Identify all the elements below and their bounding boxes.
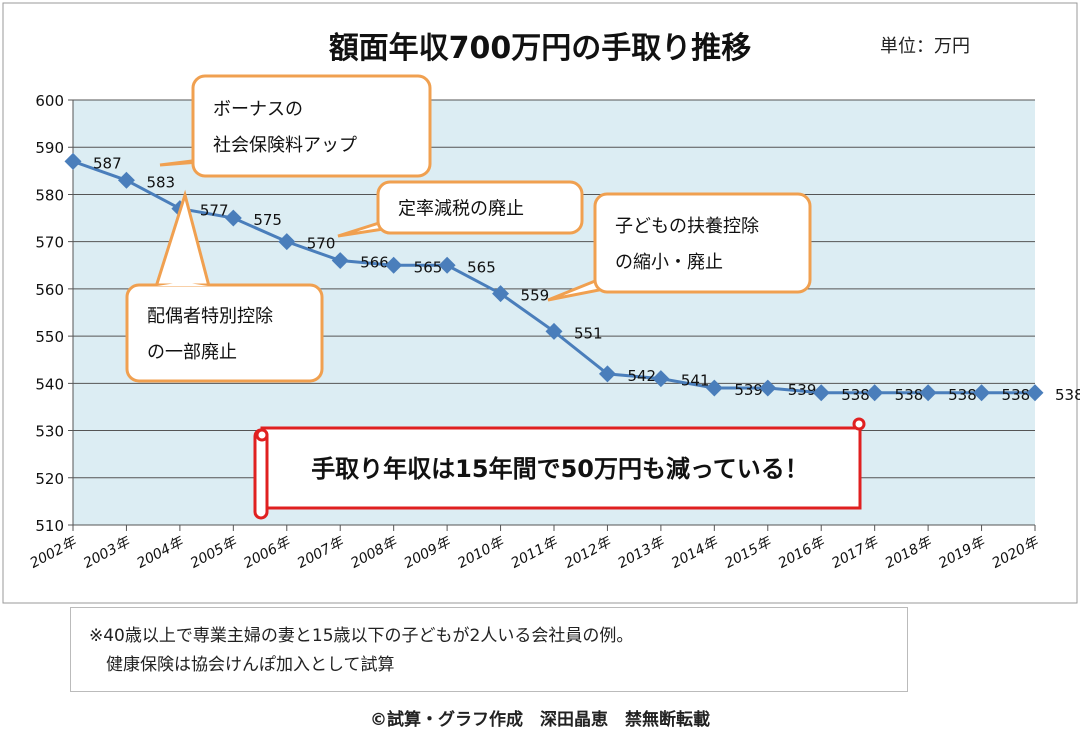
banner-scroll-left [253, 428, 269, 520]
footnote-line-2: 健康保険は協会けんぽ加入として試算 [89, 655, 395, 675]
data-label: 559 [521, 287, 550, 305]
data-label: 583 [146, 173, 175, 191]
y-tick-label: 580 [35, 186, 64, 204]
data-label: 565 [414, 258, 443, 276]
data-point [866, 384, 884, 402]
data-label: 539 [734, 381, 763, 399]
data-label: 565 [467, 258, 496, 276]
data-label: 539 [788, 381, 817, 399]
data-label: 577 [200, 202, 229, 220]
callout-text: 定率減税の廃止 [398, 199, 524, 220]
chart-title: 額面年収700万円の手取り推移 [329, 31, 752, 66]
data-point [812, 384, 830, 402]
data-label: 538 [841, 386, 870, 404]
y-tick-label: 530 [35, 423, 64, 441]
callout-text: 子どもの扶養控除 [615, 216, 759, 237]
line-chart: 額面年収700万円の手取り推移 単位：万円 510 520 530 540 550 560 57… [2, 2, 1080, 604]
data-label: 542 [627, 367, 656, 385]
callout-text: 社会保険料アップ [213, 135, 357, 156]
data-point [64, 152, 82, 170]
callout-box [376, 180, 584, 235]
data-label: 538 [1002, 386, 1031, 404]
banner-box [260, 426, 862, 510]
data-point [652, 370, 670, 388]
banner-scroll-right [852, 417, 866, 431]
data-label: 551 [574, 324, 603, 342]
data-label: 566 [360, 254, 389, 272]
data-label: 541 [681, 372, 710, 390]
data-point [598, 365, 616, 383]
data-label: 538 [1055, 386, 1080, 404]
y-tick-label: 560 [35, 281, 64, 299]
callout-tail-fill [612, 270, 638, 278]
callout-tail-fill [157, 282, 208, 286]
y-tick-label: 520 [35, 470, 64, 488]
data-point [705, 379, 723, 397]
y-tick-label: 570 [35, 234, 64, 252]
data-point [492, 285, 510, 303]
data-point [919, 384, 937, 402]
data-point [331, 252, 349, 270]
callout-text: の一部廃止 [147, 342, 237, 363]
callout-text: の縮小・廃止 [615, 252, 723, 273]
banner-scroll-curl [255, 428, 269, 442]
data-point [973, 384, 991, 402]
callout-text: 配偶者特別控除 [147, 306, 273, 327]
callout-tail-fill [397, 213, 408, 221]
y-tick-label: 550 [35, 328, 64, 346]
banner-text: 手取り年収は15年間で50万円も減っている！ [311, 455, 809, 483]
y-tick-label: 510 [35, 517, 64, 535]
callout-box [191, 74, 432, 178]
callout-text: ボーナスの [213, 99, 303, 120]
data-point [117, 171, 135, 189]
unit-label: 単位：万円 [880, 36, 970, 57]
y-tick-label: 600 [35, 92, 64, 110]
data-label: 575 [253, 211, 282, 229]
data-point [385, 256, 403, 274]
callout-box [125, 283, 324, 383]
data-label: 587 [93, 154, 122, 172]
y-tick-label: 540 [35, 375, 64, 393]
data-point [545, 322, 563, 340]
footnote-line-1: ※40歳以上で専業主婦の妻と15歳以下の子どもが2人いる会社員の例。 [89, 626, 634, 646]
credit: ©試算・グラフ作成 深田晶恵 禁無断転載 [370, 710, 710, 730]
data-label: 570 [307, 235, 336, 253]
footnote: ※40歳以上で専業主婦の妻と15歳以下の子どもが2人いる会社員の例。 健康保険は… [70, 607, 908, 692]
data-label: 538 [895, 386, 924, 404]
data-point [759, 379, 777, 397]
data-point [224, 209, 242, 227]
data-point [438, 256, 456, 274]
data-point [278, 233, 296, 251]
data-label: 538 [948, 386, 977, 404]
callout-tail-fill [202, 152, 223, 156]
y-tick-label: 590 [35, 139, 64, 157]
callout-box [593, 192, 812, 294]
